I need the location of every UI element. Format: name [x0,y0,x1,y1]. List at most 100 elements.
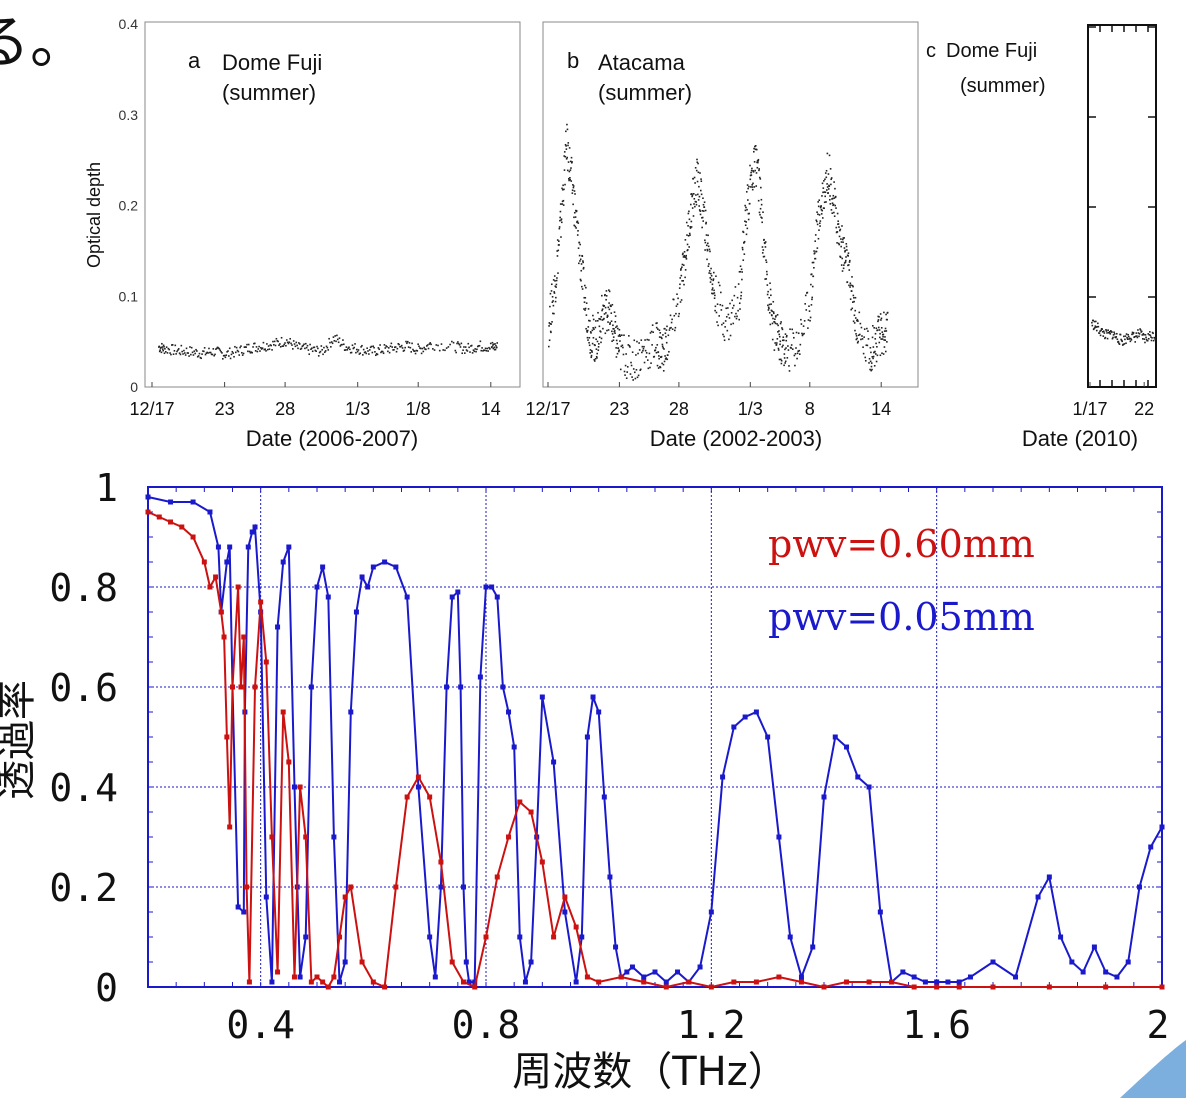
data-point [762,211,764,214]
data-point [555,296,557,299]
data-point [316,345,318,348]
data-point [770,303,772,305]
data-point [806,291,809,294]
data-point [268,348,271,350]
data-point [280,336,283,339]
data-point [662,334,664,336]
series-pwv-005-marker [455,589,461,595]
data-point [783,353,786,355]
data-point [698,209,701,211]
data-point [810,273,813,275]
data-point [330,346,332,348]
series-pwv-060-marker [686,979,692,985]
series-pwv-005-marker [753,709,759,715]
data-point [466,350,469,352]
data-point [605,298,607,301]
data-point [737,309,739,312]
data-point [379,344,381,346]
data-point [1139,329,1142,331]
data-point [705,234,708,236]
transmission-xtick-label: 0.4 [226,1003,295,1047]
data-point [237,350,240,353]
data-point [777,349,780,351]
data-point [337,341,340,344]
data-point [1147,333,1150,335]
data-point [815,250,818,253]
data-point [808,305,810,307]
series-pwv-060-marker [415,774,421,780]
data-point [844,249,847,252]
series-pwv-005-marker [415,784,421,790]
data-point [304,347,306,350]
series-pwv-060-marker [551,934,557,940]
data-point [814,257,817,260]
data-point [598,343,600,345]
data-point [472,349,475,351]
data-point [664,358,667,360]
data-point [837,242,840,245]
data-point [620,345,623,348]
data-point [851,301,854,303]
data-point [1108,332,1111,334]
data-point [346,349,349,351]
data-point [1101,328,1103,330]
data-point [303,343,305,346]
series-pwv-005-marker [190,499,196,505]
series-pwv-005-marker [1058,934,1064,940]
data-point [277,340,279,343]
data-point [165,346,168,348]
data-point [868,357,871,360]
data-point [825,169,828,172]
data-point [756,161,758,164]
series-pwv-005-marker [275,624,281,630]
data-point [435,344,438,346]
panel-c-title-1: Dome Fuji [946,40,1037,62]
data-point [557,249,560,252]
data-point [585,327,587,330]
series-pwv-005-marker [720,774,726,780]
data-point [630,364,633,367]
data-point [761,246,764,248]
data-point [202,350,204,352]
data-point [222,354,225,357]
data-point [741,271,743,273]
data-point [586,329,589,332]
data-point [653,355,656,358]
transmission-ytick-label: 1 [95,466,118,510]
data-point [788,365,790,367]
data-point [625,377,628,380]
data-point [715,275,717,278]
data-point [701,226,703,229]
data-point [874,353,877,355]
data-point [571,192,574,194]
data-point [189,346,191,348]
data-point [396,347,399,350]
data-point [595,355,598,358]
data-point [817,213,819,216]
data-point [646,359,649,361]
data-point [579,243,581,246]
data-point [772,317,774,320]
data-point [750,186,752,188]
data-point [175,353,177,355]
data-point [567,142,570,144]
data-point [862,352,865,355]
data-point [820,205,822,207]
data-point [679,277,682,279]
series-pwv-060-marker [258,599,264,605]
data-point [383,344,386,346]
panel-c-xticks: 1/17 22 [1072,382,1154,419]
data-point [400,345,402,348]
series-pwv-060-marker [238,684,244,690]
data-point [817,201,819,203]
data-point [686,234,688,236]
data-point [445,347,448,349]
data-point [853,314,856,317]
data-point [587,326,590,328]
data-point [1109,333,1112,335]
data-point [566,128,569,131]
data-point [579,278,582,281]
data-point [349,351,352,354]
data-point [580,279,582,282]
data-point [163,352,166,355]
